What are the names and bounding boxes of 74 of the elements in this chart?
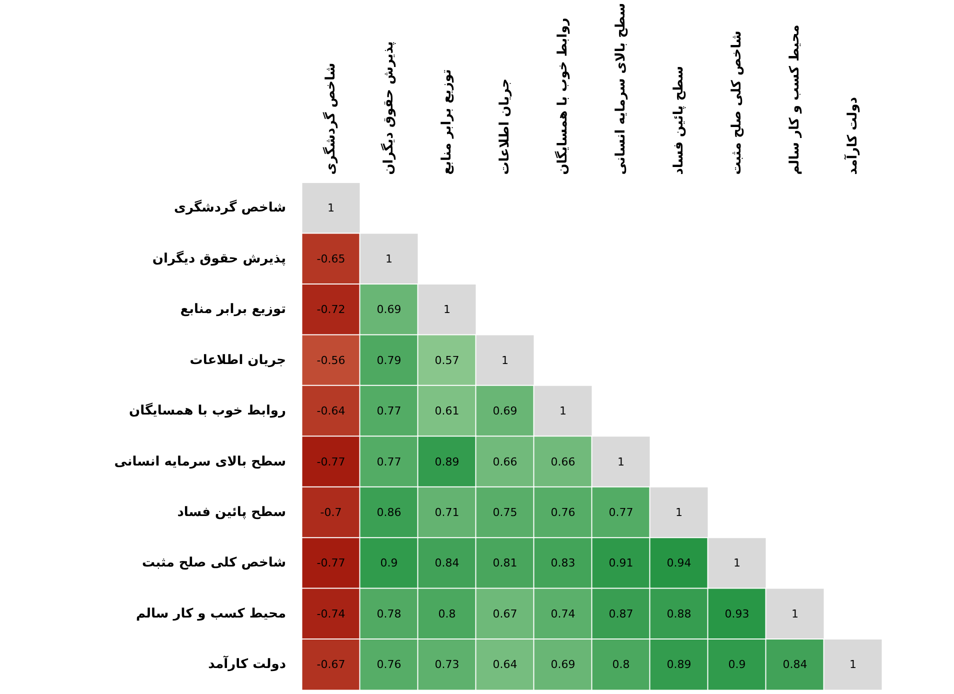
data-label: 0.69	[550, 658, 576, 672]
data-label: 0.76	[376, 658, 402, 672]
data-label: 0.83	[550, 556, 576, 570]
data-label: 0.8	[612, 658, 630, 672]
data-label: 0.89	[666, 658, 692, 672]
data-label: -0.65	[316, 252, 346, 266]
data-label: 1	[792, 607, 798, 620]
data-label: 0.64	[492, 658, 518, 672]
y-tick-label: پذیرش حقوق دیگران	[152, 250, 286, 266]
data-label: 0.93	[724, 607, 750, 620]
data-label: 1	[386, 252, 392, 266]
data-label: 0.73	[434, 658, 460, 672]
data-label: 0.69	[492, 404, 518, 418]
y-tick-label: شاخص کلی صلح مثبت	[142, 556, 286, 571]
x-tick-label: سطح پائین فساد	[672, 66, 686, 175]
data-label: 0.88	[666, 607, 692, 620]
x-tick-label: پذیرش حقوق دیگران	[380, 41, 396, 175]
data-label: 0.84	[434, 556, 460, 570]
data-label: 1	[734, 556, 740, 570]
data-label: 1	[560, 404, 566, 418]
data-label: 0.9	[380, 556, 398, 570]
data-label: -0.77	[316, 556, 346, 570]
data-label: 1	[618, 455, 624, 468]
y-tick-label: سطح بالای سرمایه انسانی	[114, 454, 286, 470]
y-tick-label: روابط خوب با همسایگان	[128, 402, 286, 419]
data-label: 0.57	[434, 354, 460, 367]
data-label: 0.8	[438, 607, 456, 620]
data-label: -0.67	[316, 658, 346, 672]
data-label: 0.81	[492, 556, 518, 570]
data-label: 0.84	[782, 658, 808, 672]
data-label: -0.72	[316, 303, 346, 316]
y-tick-label: توزیع برابر منابع	[180, 302, 286, 318]
data-label: 1	[850, 658, 856, 672]
data-label: 0.71	[434, 506, 460, 519]
data-label: 0.89	[434, 455, 460, 468]
data-label: 0.69	[376, 303, 402, 316]
data-label: 0.74	[550, 607, 576, 620]
x-tick-label: روابط خوب با همسایگان	[554, 18, 570, 175]
x-tick-label: سطح بالای سرمایه انسانی	[614, 2, 628, 175]
data-label: -0.64	[316, 404, 346, 418]
data-label: 0.77	[376, 404, 402, 418]
data-label: 0.76	[550, 506, 576, 519]
x-tick-label: شاخص کلی صلح مثبت	[730, 30, 744, 175]
data-label: 1	[328, 202, 334, 215]
data-label: -0.56	[316, 354, 346, 367]
data-label: 0.78	[376, 607, 402, 620]
data-label: 0.87	[608, 607, 634, 620]
x-tick-label: دولت کارآمد	[844, 96, 860, 175]
data-label: 0.86	[376, 506, 402, 519]
data-label: 0.77	[608, 506, 634, 519]
data-label: 0.75	[492, 506, 518, 519]
x-tick-label: جریان اطلاعات	[498, 78, 512, 175]
y-tick-label: سطح پائین فساد	[177, 504, 286, 520]
data-label: 1	[444, 303, 450, 316]
x-tick-label: محیط کسب و کار سالم	[788, 24, 802, 175]
data-label: -0.74	[316, 607, 346, 620]
data-label: 0.9	[728, 658, 746, 672]
data-label: 0.94	[666, 556, 692, 570]
data-label: 1	[502, 354, 508, 367]
data-label: 0.91	[608, 556, 634, 570]
y-tick-label: دولت کارآمد	[208, 655, 286, 672]
data-label: -0.7	[320, 506, 342, 519]
data-label: 1	[676, 506, 682, 519]
x-tick-label: توزیع برابر منابع	[440, 69, 454, 175]
data-label: 0.77	[376, 455, 402, 468]
data-label: 0.66	[492, 455, 518, 468]
y-tick-label: شاخص گردشگری	[174, 200, 286, 216]
y-tick-label: محیط کسب و کار سالم	[136, 606, 286, 622]
data-label: 0.61	[434, 404, 460, 418]
data-label: 0.67	[492, 607, 518, 620]
data-label: 0.79	[376, 354, 402, 367]
data-label: -0.77	[316, 455, 346, 468]
data-label: 0.66	[550, 455, 576, 468]
y-tick-label: جریان اطلاعات	[190, 352, 286, 368]
